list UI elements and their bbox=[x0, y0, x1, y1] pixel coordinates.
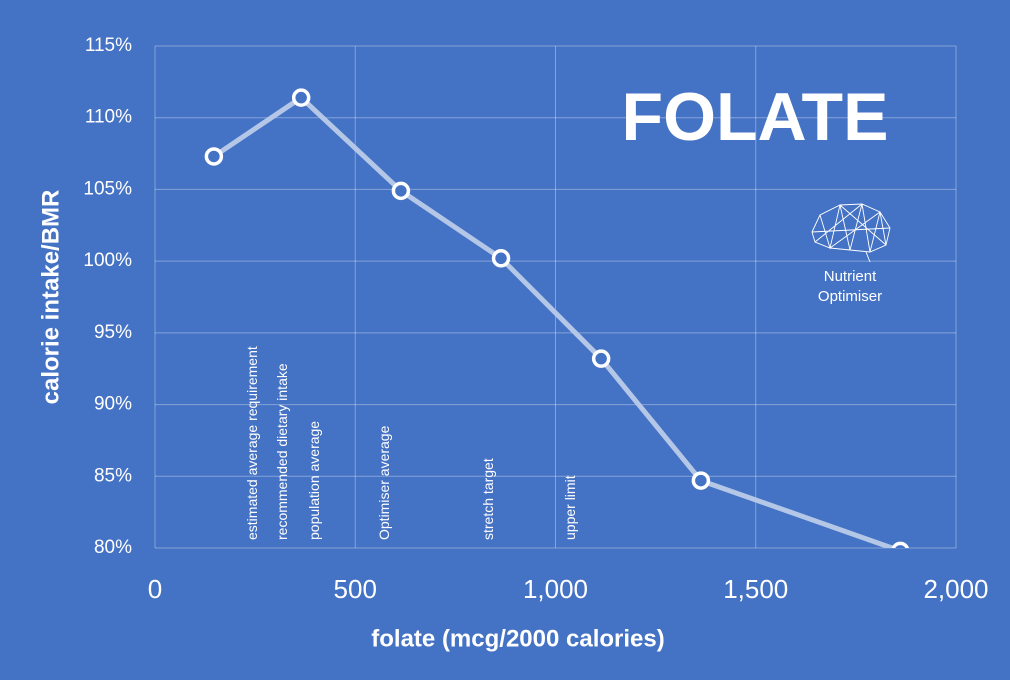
annotation: population average bbox=[306, 421, 322, 540]
x-tick-label: 1,500 bbox=[723, 574, 788, 604]
y-tick-label: 90% bbox=[94, 394, 132, 415]
x-tick-label: 0 bbox=[148, 574, 162, 604]
logo-icon bbox=[811, 203, 891, 263]
point bbox=[591, 349, 611, 368]
y-tick-label: 95% bbox=[94, 322, 132, 343]
logo-text: Nutrient bbox=[824, 268, 877, 285]
x-tick-label: 500 bbox=[334, 574, 377, 604]
y-axis-label: calorie intake/BMR bbox=[37, 190, 64, 405]
point bbox=[691, 471, 711, 490]
point bbox=[891, 541, 910, 548]
y-tick-label: 100% bbox=[83, 250, 132, 271]
annotation: Optimiser average bbox=[376, 425, 392, 540]
y-tick-label: 85% bbox=[94, 465, 132, 486]
point bbox=[291, 88, 311, 107]
annotation: upper limit bbox=[562, 475, 578, 540]
x-tick-label: 2,000 bbox=[923, 574, 988, 604]
y-tick-label: 105% bbox=[83, 178, 132, 199]
point bbox=[491, 249, 511, 268]
point bbox=[204, 147, 224, 166]
x-tick-label: 1,000 bbox=[523, 574, 588, 604]
y-tick-label: 110% bbox=[85, 107, 132, 128]
chart-title: FOLATE bbox=[622, 79, 889, 155]
x-axis-label: folate (mcg/2000 calories) bbox=[371, 625, 664, 652]
logo-text: Optimiser bbox=[818, 288, 882, 305]
annotation: estimated average requirement bbox=[244, 346, 260, 540]
point bbox=[391, 181, 411, 201]
y-tick-label: 115% bbox=[85, 35, 132, 56]
annotation: recommended dietary intake bbox=[274, 363, 290, 540]
annotation: stretch target bbox=[480, 458, 496, 540]
y-tick-label: 80% bbox=[94, 537, 132, 558]
